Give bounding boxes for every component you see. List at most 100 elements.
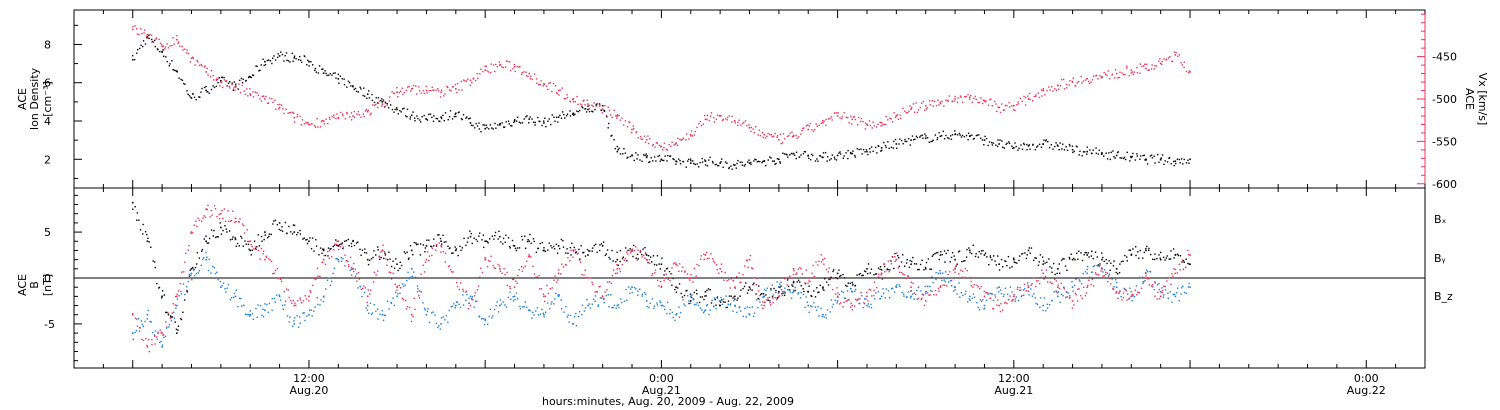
bx-point (997, 255, 999, 257)
by-point (264, 309, 266, 311)
ion-density-point (831, 154, 834, 156)
ion-density-point (181, 79, 184, 82)
bx-point (683, 294, 686, 297)
bx-point (389, 258, 391, 260)
bx-point (460, 249, 462, 252)
ion-density-point (1078, 154, 1080, 156)
ion-density-point (402, 108, 404, 110)
vx-point (1015, 103, 1018, 106)
ion-density-point (999, 139, 1001, 141)
bx-point (777, 297, 779, 299)
by-point (356, 273, 358, 275)
ion-density-point (1026, 148, 1028, 151)
ion-density-point (1071, 145, 1074, 147)
bz-point (588, 277, 590, 279)
ion-density-point (1037, 145, 1039, 147)
vx-point (668, 143, 670, 146)
by-point (491, 317, 493, 319)
bz-point (902, 273, 904, 275)
bz-point (317, 275, 319, 277)
bx-point (428, 239, 430, 241)
top-ytick-label: 6 (44, 77, 51, 90)
bx-point (264, 234, 266, 236)
ion-density-point (476, 125, 479, 127)
by-point (765, 289, 767, 292)
bz-point (708, 257, 710, 260)
vx-point (322, 120, 325, 122)
bx-point (674, 288, 676, 291)
ion-density-point (603, 110, 606, 113)
bz-point (308, 300, 310, 302)
ion-density-point (264, 63, 267, 66)
ion-density-point (499, 124, 501, 126)
bx-point (494, 234, 496, 237)
by-point (837, 296, 839, 299)
bx-point (234, 238, 237, 241)
vx-point (674, 143, 677, 145)
by-point (1098, 265, 1100, 268)
by-point (480, 317, 483, 320)
by-point (1072, 290, 1074, 292)
ion-density-point (554, 120, 556, 122)
ion-density-point (910, 139, 912, 141)
vx-point (356, 113, 358, 115)
bz-point (811, 272, 813, 274)
bz-point (484, 257, 486, 259)
vx-point (850, 123, 853, 125)
ion-density-point (573, 114, 575, 116)
bx-point (257, 234, 259, 236)
by-point (888, 297, 891, 299)
ion-density-point (1011, 145, 1013, 147)
by-point (704, 309, 707, 311)
ion-density-point (1100, 153, 1103, 156)
vx-point (546, 85, 548, 87)
by-point (808, 311, 810, 314)
bz-point (921, 297, 923, 299)
bz-point (493, 267, 495, 269)
vx-point (539, 84, 541, 86)
by-point (676, 312, 678, 315)
ion-density-point (774, 163, 776, 165)
by-point (1104, 273, 1107, 276)
ion-density-point (1097, 153, 1100, 155)
vx-point (370, 112, 372, 114)
bz-point (658, 285, 660, 287)
bx-point (929, 268, 931, 270)
ion-density-point (694, 163, 696, 166)
vx-point (467, 78, 469, 80)
by-point (180, 293, 183, 295)
vx-point (951, 100, 954, 103)
bz-point (976, 284, 978, 286)
bz-point (254, 246, 257, 248)
bz-point (1154, 281, 1156, 283)
ion-density-point (193, 96, 196, 99)
bz-point (1040, 276, 1043, 279)
vx-point (533, 73, 536, 75)
vx-point (215, 79, 218, 82)
bx-point (241, 237, 243, 239)
bx-point (203, 238, 205, 240)
by-point (838, 293, 841, 296)
vx-point (158, 38, 160, 41)
vx-point (423, 92, 425, 95)
top-series-layer (131, 25, 1191, 170)
bx-point (1074, 259, 1076, 261)
by-point (603, 302, 605, 304)
ion-density-point (664, 155, 666, 157)
bx-point (832, 269, 835, 271)
ion-density-point (682, 160, 685, 163)
bx-point (526, 240, 529, 243)
ion-density-point (600, 109, 603, 112)
vx-point (925, 108, 928, 110)
bx-point (539, 242, 541, 245)
vx-series (131, 25, 1191, 151)
bx-point (573, 246, 575, 249)
vx-point (1130, 69, 1133, 71)
by-point (1096, 265, 1098, 267)
bx-point (1046, 261, 1048, 264)
ion-density-point (195, 98, 197, 101)
bx-point (616, 258, 619, 261)
by-point (600, 297, 603, 299)
by-point (310, 309, 313, 311)
